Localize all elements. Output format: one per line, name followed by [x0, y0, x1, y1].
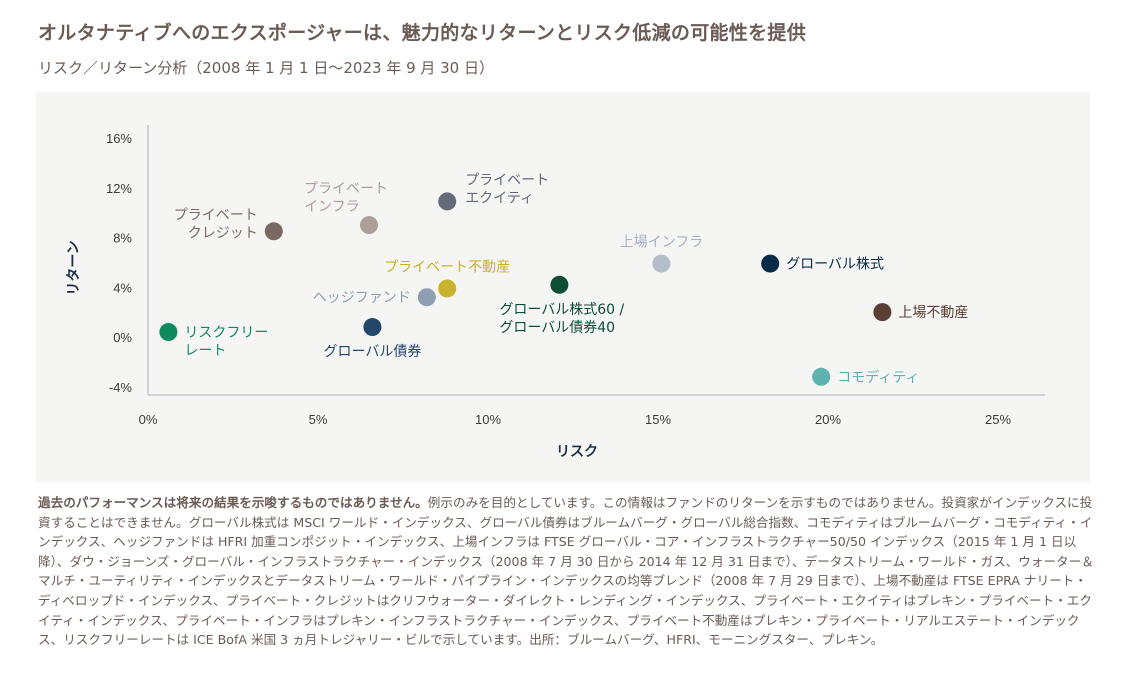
data-point-label: 上場不動産 — [898, 305, 968, 321]
data-point — [812, 367, 831, 386]
footnote-disclaimer: 過去のパフォーマンスは将来の結果を示唆するものではありません。 — [38, 495, 428, 510]
data-point-label: コモディティ — [837, 369, 919, 386]
data-point — [550, 275, 569, 294]
scatter-chart: 16% 12% 8% 4% 0% -4% 0% 5% 10% 15% 20% 25% リスク リターンリス… — [66, 125, 1045, 460]
y-tick-label: 16% — [106, 131, 132, 146]
data-point-label: プライベートインフラ — [304, 181, 388, 215]
data-point — [873, 303, 892, 322]
chart-title: オルタナティブへのエクスポージャーは、魅力的なリターンとリスク低減の可能性を提供 — [38, 22, 807, 44]
y-tick-label: -4% — [109, 380, 133, 395]
data-point-label: プライベートクレジット — [174, 207, 258, 241]
data-point — [438, 192, 457, 211]
data-point — [438, 279, 457, 298]
data-point-label: グローバル債券 — [323, 344, 421, 360]
data-point — [363, 318, 382, 337]
y-tick-label: 8% — [113, 231, 132, 246]
y-axis-label: リターン — [66, 240, 82, 295]
footnote: 過去のパフォーマンスは将来の結果を示唆するものではありません。例示のみを目的とし… — [38, 493, 1098, 650]
data-point-label: ヘッジファンド — [313, 290, 411, 306]
chart-subtitle: リスク／リターン分析（2008 年 1 月 1 日〜2023 年 9 月 30 … — [38, 59, 494, 77]
x-tick-label: 15% — [645, 412, 671, 427]
footnote-text: 例示のみを目的としています。この情報はファンドのリターンを示すものではありません… — [38, 495, 1094, 648]
data-point-label: 上場インフラ — [620, 235, 704, 251]
data-point — [264, 222, 283, 241]
y-tick-label: 0% — [113, 330, 132, 345]
data-point-label: プライベート不動産 — [384, 259, 510, 275]
data-point — [159, 323, 178, 342]
x-tick-label: 20% — [815, 412, 841, 427]
data-point — [652, 254, 671, 273]
x-tick-label: 10% — [475, 412, 501, 427]
x-axis-label: リスク — [556, 444, 598, 460]
y-tick-label: 12% — [106, 181, 132, 196]
data-point — [417, 288, 436, 307]
data-point — [360, 216, 378, 235]
x-tick-label: 25% — [985, 412, 1011, 427]
y-tick-label: 4% — [113, 280, 132, 295]
data-point — [761, 254, 780, 273]
x-tick-label: 5% — [309, 412, 328, 427]
data-point-label: リスクフリーレート — [184, 325, 268, 359]
data-point-label: グローバル株式60 /グローバル債券40 — [499, 302, 624, 336]
data-point-label: プライベートエクイティ — [465, 172, 549, 206]
x-tick-label: 0% — [139, 412, 158, 427]
data-point-label: グローバル株式 — [786, 257, 884, 273]
